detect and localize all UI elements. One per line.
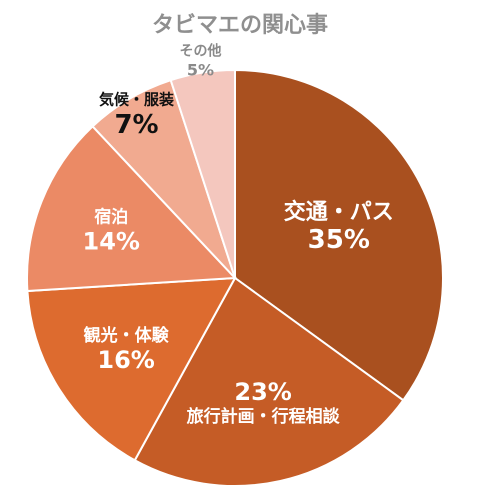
slice-value-label: 14%	[83, 228, 140, 256]
pie-slice	[133, 276, 405, 487]
slice-label: 交通・パス	[284, 199, 394, 225]
slice-label: その他	[180, 43, 222, 60]
slice-value-label: 5%	[187, 60, 214, 79]
pie-slice	[26, 124, 238, 293]
pie-slice	[234, 68, 444, 402]
chart-title: タビマエの関心事	[152, 12, 328, 38]
slice-label: 観光・体験	[84, 325, 170, 346]
slice-value-label: 23%	[234, 378, 291, 406]
slice-value-label: 16%	[97, 346, 154, 374]
slice-label: 旅行計画・行程相談	[187, 406, 341, 427]
pie-slice	[26, 276, 237, 462]
slice-value-label: 35%	[308, 225, 370, 255]
pie-slice	[169, 68, 236, 279]
slice-label: 気候・服装	[99, 90, 175, 108]
slice-label: 宿泊	[94, 207, 128, 228]
slice-value-label: 7%	[114, 110, 158, 140]
